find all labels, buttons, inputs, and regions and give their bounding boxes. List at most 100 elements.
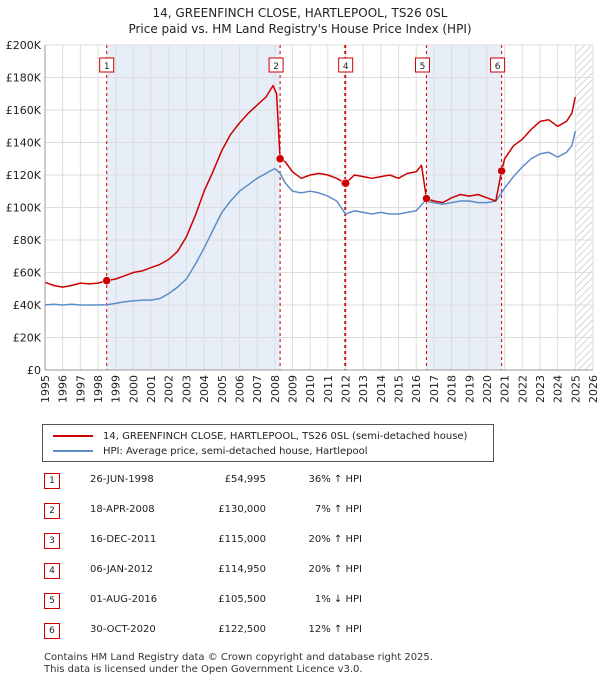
footer-copyright: Contains HM Land Registry data © Crown c… <box>44 652 433 663</box>
x-tick-label: 2002 <box>163 375 176 403</box>
sale-hpi: 7% ↑ HPI <box>314 504 362 515</box>
sale-date: 18-APR-2008 <box>90 504 155 515</box>
x-tick-label: 2021 <box>499 375 512 403</box>
sale-price: £115,000 <box>218 534 266 545</box>
legend-swatch-property <box>53 435 93 437</box>
annotation-box <box>338 57 354 73</box>
legend-item-property: 14, GREENFINCH CLOSE, HARTLEPOOL, TS26 0… <box>53 428 467 444</box>
y-tick-label: £200K <box>6 39 42 52</box>
sale-date: 16-DEC-2011 <box>90 534 157 545</box>
legend-swatch-hpi <box>53 450 93 452</box>
x-tick-label: 2026 <box>587 375 600 403</box>
x-tick-label: 1995 <box>39 375 52 403</box>
sale-badge: 3 <box>44 533 60 549</box>
sale-date: 06-JAN-2012 <box>90 564 154 575</box>
annotation-label: 4 <box>343 62 349 72</box>
sale-hpi: 1% ↓ HPI <box>314 594 362 605</box>
sale-date: 26-JUN-1998 <box>90 474 154 485</box>
chart-title: 14, GREENFINCH CLOSE, HARTLEPOOL, TS26 0… <box>152 6 448 20</box>
x-tick-label: 2017 <box>428 375 441 403</box>
sale-row: 4 06-JAN-2012 £114,950 20% ↑ HPI <box>44 560 444 590</box>
annotation-box <box>414 57 430 73</box>
x-tick-label: 2009 <box>286 375 299 403</box>
sale-date: 30-OCT-2020 <box>90 624 156 635</box>
sale-row: 3 16-DEC-2011 £115,000 20% ↑ HPI <box>44 530 444 560</box>
annotation-label: 5 <box>420 62 426 72</box>
sale-point <box>497 166 506 176</box>
sale-price: £114,950 <box>218 564 266 575</box>
annotation-label: 2 <box>273 62 279 72</box>
sale-point <box>341 178 350 188</box>
sale-hpi: 36% ↑ HPI <box>308 474 362 485</box>
x-tick-label: 2006 <box>233 375 246 403</box>
sale-badge: 1 <box>44 473 60 489</box>
x-tick-label: 2001 <box>145 375 158 403</box>
y-tick-label: £0 <box>27 364 41 377</box>
sale-row: 6 30-OCT-2020 £122,500 12% ↑ HPI <box>44 620 444 650</box>
sale-row: 2 18-APR-2008 £130,000 7% ↑ HPI <box>44 500 444 530</box>
x-tick-label: 2008 <box>269 375 282 403</box>
legend-label-hpi: HPI: Average price, semi-detached house,… <box>103 445 368 457</box>
annotation-box <box>268 57 284 73</box>
x-tick-label: 2019 <box>463 375 476 403</box>
x-tick-label: 1999 <box>110 375 123 403</box>
annotation-label: 1 <box>104 62 110 72</box>
sale-badge: 2 <box>44 503 60 519</box>
x-tick-label: 2020 <box>481 375 494 403</box>
footer-licence: This data is licensed under the Open Gov… <box>44 664 363 675</box>
x-tick-label: 1997 <box>74 375 87 403</box>
sale-point <box>102 276 111 285</box>
x-tick-label: 2025 <box>569 375 582 403</box>
legend-label-property: 14, GREENFINCH CLOSE, HARTLEPOOL, TS26 0… <box>103 430 468 442</box>
y-tick-label: £140K <box>6 137 42 150</box>
y-tick-label: £60K <box>13 267 42 280</box>
x-tick-label: 2007 <box>251 375 264 403</box>
annotation-box <box>490 57 506 73</box>
sale-price: £122,500 <box>218 624 266 635</box>
hpi-line <box>44 130 577 306</box>
chart-subtitle: Price paid vs. HM Land Registry's House … <box>128 22 472 36</box>
y-tick-label: £180K <box>6 72 42 85</box>
x-tick-label: 2024 <box>552 375 565 403</box>
legend-item-hpi: HPI: Average price, semi-detached house,… <box>53 443 368 459</box>
x-tick-label: 1996 <box>57 375 70 403</box>
sale-date: 01-AUG-2016 <box>90 594 158 605</box>
x-tick-label: 2003 <box>180 375 193 403</box>
chart-legend: 14, GREENFINCH CLOSE, HARTLEPOOL, TS26 0… <box>42 424 494 462</box>
sale-hpi: 20% ↑ HPI <box>308 534 362 545</box>
x-tick-label: 2022 <box>516 375 529 403</box>
sale-row: 5 01-AUG-2016 £105,500 1% ↓ HPI <box>44 590 444 620</box>
sale-price: £130,000 <box>218 504 266 515</box>
price-chart: 1 2 4 5 6 £0 £20K £40K £60K £80K £100K £120K £140K £1… <box>6 39 600 403</box>
x-tick-label: 2013 <box>357 375 370 403</box>
sale-badge: 6 <box>44 623 60 639</box>
x-tick-label: 2016 <box>410 375 423 403</box>
sale-point <box>422 194 431 203</box>
sale-price: £105,500 <box>218 594 266 605</box>
x-tick-label: 2011 <box>322 375 335 403</box>
sale-hpi: 20% ↑ HPI <box>308 564 362 575</box>
sale-row: 1 26-JUN-1998 £54,995 36% ↑ HPI <box>44 470 444 500</box>
x-tick-label: 2004 <box>198 375 211 403</box>
y-tick-label: £40K <box>13 299 42 312</box>
sale-badge: 5 <box>44 593 60 609</box>
x-tick-label: 2018 <box>446 375 459 403</box>
x-tick-label: 2023 <box>534 375 547 403</box>
x-tick-label: 2015 <box>393 375 406 403</box>
sale-point <box>275 154 285 163</box>
x-tick-label: 2000 <box>127 375 140 403</box>
y-tick-label: £120K <box>6 169 42 182</box>
property-price-line <box>44 84 577 288</box>
y-tick-label: £160K <box>6 104 42 117</box>
sale-price: £54,995 <box>224 474 266 485</box>
sale-badge: 4 <box>44 563 60 579</box>
x-tick-label: 1998 <box>92 375 105 403</box>
x-tick-label: 2005 <box>216 375 229 403</box>
y-tick-label: £100K <box>6 202 42 215</box>
annotation-box <box>99 57 115 73</box>
x-tick-label: 2010 <box>304 375 317 403</box>
sale-hpi: 12% ↑ HPI <box>308 624 362 635</box>
x-tick-label: 2012 <box>340 375 353 403</box>
annotation-label: 6 <box>495 62 501 72</box>
y-tick-label: £80K <box>13 234 42 247</box>
